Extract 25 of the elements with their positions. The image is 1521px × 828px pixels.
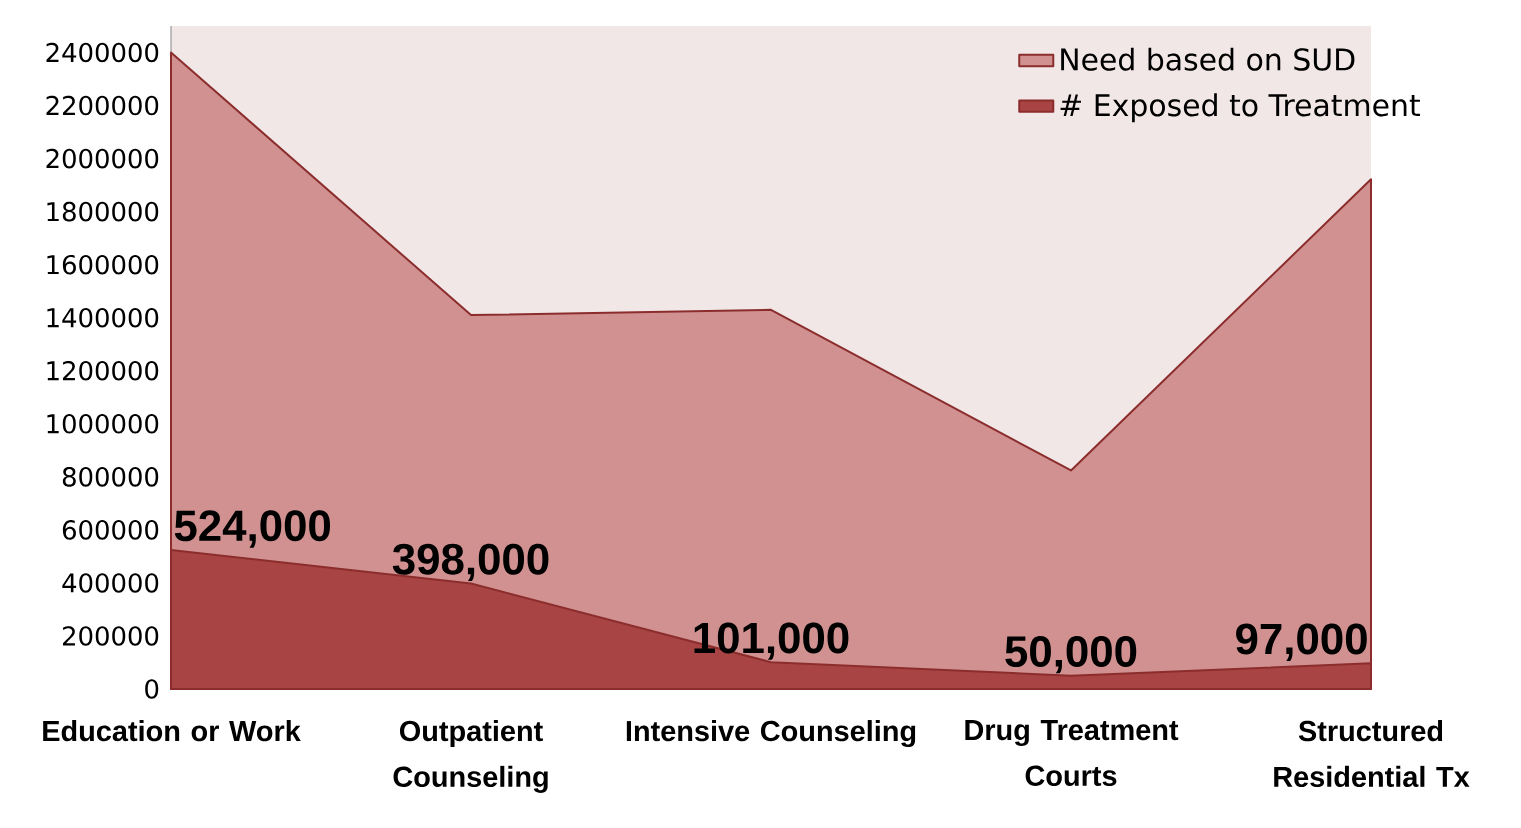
y-tick-label: 600000 xyxy=(62,520,159,540)
y-tick-label: 1600000 xyxy=(47,254,159,275)
x-tick-label: Education or Work xyxy=(43,720,301,742)
x-tick-label: Intensive Counseling xyxy=(626,720,916,748)
legend-label: Need based on SUD xyxy=(1061,47,1355,71)
y-tick-label: 200000 xyxy=(62,626,159,646)
legend-label: # Exposed to Treatment xyxy=(1060,93,1420,123)
data-label: 97,000 xyxy=(1236,623,1367,661)
data-label: 398,000 xyxy=(392,543,549,582)
x-tick-label: Structured Residential Tx xyxy=(1274,720,1470,788)
y-tick-label: 800000 xyxy=(62,467,159,487)
y-tick-label: 2400000 xyxy=(46,42,159,63)
y-tick-label: 1000000 xyxy=(47,414,159,434)
x-tick-label: Drug Treatment Courts xyxy=(965,720,1179,787)
data-label: 524,000 xyxy=(174,510,331,548)
y-tick-label: 1800000 xyxy=(47,201,159,222)
y-tick-label: 1400000 xyxy=(47,307,159,328)
y-tick-label: 400000 xyxy=(62,573,159,593)
y-tick-label: 2200000 xyxy=(46,95,159,116)
data-label: 50,000 xyxy=(1005,635,1137,674)
data-label: 101,000 xyxy=(694,622,849,660)
y-tick-label: 2000000 xyxy=(46,148,159,169)
y-tick-label: 1200000 xyxy=(47,360,159,381)
x-tick-label: Outpatient Counseling xyxy=(393,720,548,793)
y-tick-label: 0 xyxy=(145,679,159,699)
